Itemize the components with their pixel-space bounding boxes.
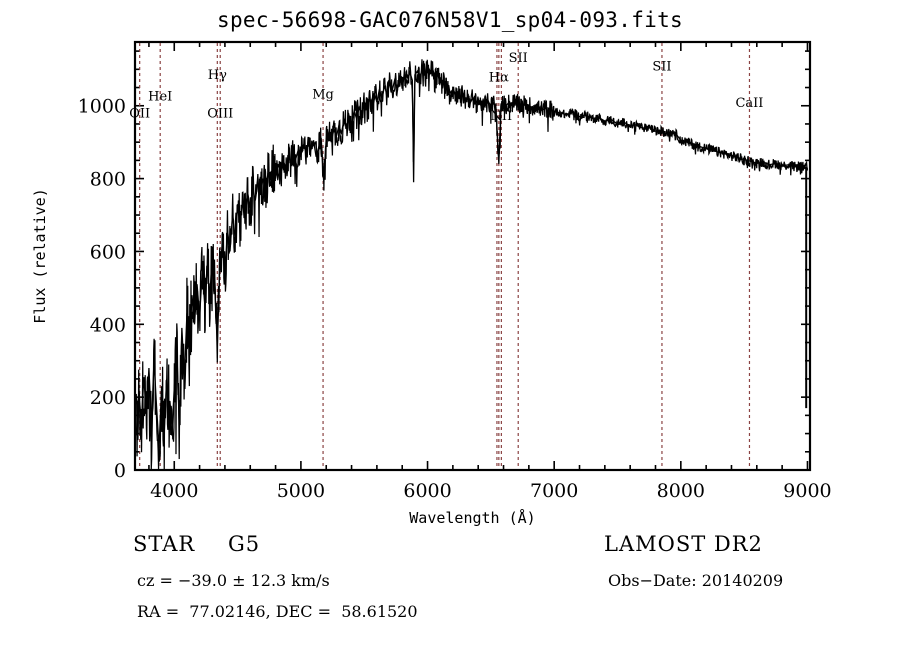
object-type-label: STAR xyxy=(133,532,196,556)
x-tick-label: 5000 xyxy=(277,480,325,502)
obs-date-value: Obs−Date: 20140209 xyxy=(608,571,784,590)
spectral-line-label: SII xyxy=(509,51,528,66)
spectral-class-label: G5 xyxy=(228,532,261,556)
spectral-line-label: Hα xyxy=(489,70,509,85)
spectral-line-label: Hγ xyxy=(208,68,227,83)
y-axis-label: Flux (relative) xyxy=(31,188,49,323)
y-tick-label: 800 xyxy=(90,169,126,191)
spectral-line-label: OIII xyxy=(207,107,233,122)
y-tick-label: 0 xyxy=(114,460,126,482)
spectral-line-label: SII xyxy=(652,60,671,75)
x-tick-label: 4000 xyxy=(150,480,198,502)
coordinates-value: RA = 77.02146, DEC = 58.61520 xyxy=(137,602,418,621)
y-tick-label: 400 xyxy=(90,314,126,336)
page-title: spec-56698-GAC076N58V1_sp04-093.fits xyxy=(217,8,683,32)
spectral-line-label: Mg xyxy=(312,87,334,102)
y-tick-label: 200 xyxy=(90,387,126,409)
spectrum-trace xyxy=(135,63,809,449)
x-tick-label: 6000 xyxy=(403,480,451,502)
x-tick-label: 7000 xyxy=(530,480,578,502)
cz-value: cz = −39.0 ± 12.3 km/s xyxy=(137,571,330,590)
y-tick-label: 600 xyxy=(90,241,126,263)
x-tick-label: 9000 xyxy=(783,480,831,502)
x-tick-label: 8000 xyxy=(657,480,705,502)
survey-label: LAMOST DR2 xyxy=(604,532,763,556)
plot-frame xyxy=(133,40,812,472)
spectrum-noise-trace xyxy=(135,59,808,470)
x-axis-label: Wavelength (Å) xyxy=(409,508,535,527)
spectral-line-label: NII xyxy=(491,109,513,124)
spectral-line-label: OII xyxy=(129,107,150,122)
spectral-line-label: HeI xyxy=(148,90,172,105)
y-tick-label: 1000 xyxy=(78,96,126,118)
spectral-line-label: CaII xyxy=(735,96,763,111)
